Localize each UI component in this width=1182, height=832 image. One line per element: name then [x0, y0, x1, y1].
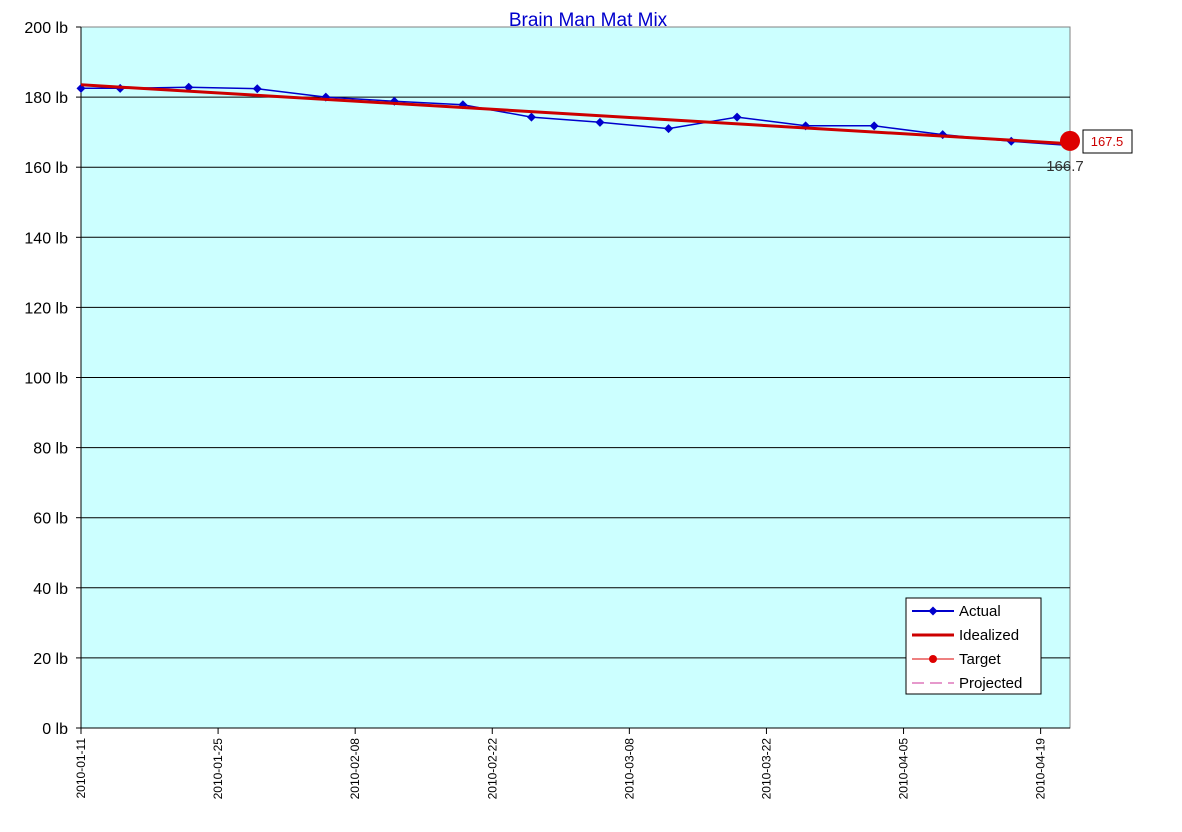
chart-title: Brain Man Mat Mix: [509, 10, 668, 31]
target-point: [1060, 130, 1080, 151]
legend-label-projected: Projected: [959, 675, 1022, 692]
y-tick-label: 20 lb: [33, 651, 68, 668]
legend: Actual Idealized Target Projected: [905, 597, 1042, 695]
actual-point: [869, 121, 879, 131]
actual-point: [252, 84, 262, 94]
actual-point: [664, 124, 674, 134]
y-tick-label: 160 lb: [24, 160, 68, 177]
annotations: 166.7 167.5: [1046, 129, 1133, 175]
legend-marker-target: [929, 655, 937, 663]
actual-point: [595, 117, 605, 127]
actual-point: [732, 112, 742, 122]
actual-point: [184, 82, 194, 92]
y-tick-label: 120 lb: [24, 300, 68, 317]
y-tick-label: 0 lb: [42, 721, 68, 738]
y-axis: 0 lb 20 lb 40 lb 60 lb 80 lb 100 lb 120 lb 140 …: [24, 20, 82, 738]
actual-point: [526, 112, 536, 122]
target-label-box: [1082, 129, 1133, 154]
x-tick-label: 2010-01-11: [74, 738, 88, 799]
y-tick-label: 60 lb: [33, 511, 68, 528]
y-tick-label: 140 lb: [24, 230, 68, 247]
x-tick-label: 2010-04-05: [897, 738, 911, 800]
x-tick-label: 2010-04-19: [1034, 738, 1048, 800]
end-value-label: 166.7: [1046, 158, 1084, 175]
y-tick-label: 40 lb: [33, 581, 68, 598]
actual-line: [81, 86, 1071, 147]
legend-label-idealized: Idealized: [959, 627, 1019, 644]
gridlines: [81, 96, 1070, 659]
legend-box: [905, 597, 1042, 695]
legend-label-actual: Actual: [959, 603, 1001, 620]
target-label: 167.5: [1091, 134, 1124, 149]
x-axis: 2010-01-11 2010-01-25 2010-02-08 2010-02-22…: [74, 727, 1070, 800]
idealized-line: [80, 83, 1071, 146]
x-tick-label: 2010-03-08: [622, 738, 636, 800]
x-tick-label: 2010-03-22: [759, 738, 773, 800]
x-tick-label: 2010-01-25: [211, 738, 225, 800]
y-tick-label: 200 lb: [24, 20, 68, 37]
legend-marker-actual: [928, 606, 938, 616]
x-tick-label: 2010-02-08: [348, 738, 362, 800]
x-tick-label: 2010-02-22: [485, 738, 499, 800]
y-tick-label: 100 lb: [24, 371, 68, 388]
y-tick-label: 180 lb: [24, 90, 68, 107]
series-layer: [76, 82, 1080, 151]
legend-label-target: Target: [959, 651, 1002, 668]
y-tick-label: 80 lb: [33, 441, 68, 458]
